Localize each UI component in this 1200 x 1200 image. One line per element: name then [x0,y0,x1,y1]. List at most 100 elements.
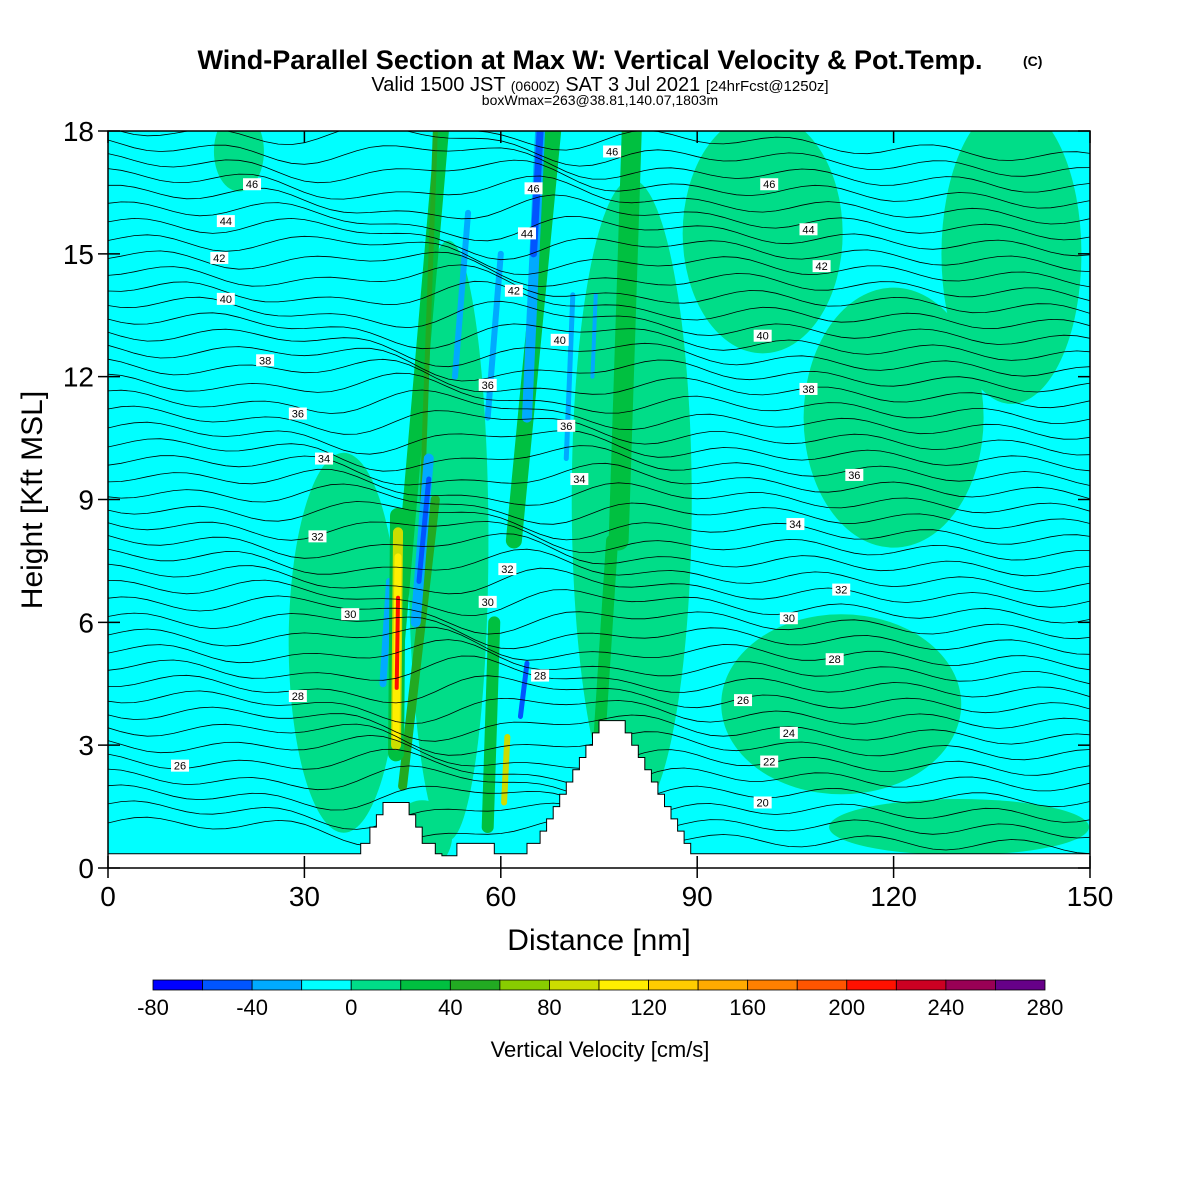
isentrope-line [108,250,1090,302]
svg-text:46: 46 [527,183,539,195]
svg-text:36: 36 [560,421,572,433]
isentrope-line [108,264,1090,314]
subtitle-zulu: (0600Z) [511,78,560,94]
colorbar-swatch [895,979,947,991]
svg-text:30: 30 [783,613,795,625]
w-downdraft [451,209,472,380]
subtitle-date: SAT 3 Jul 2021 [565,74,700,96]
isentrope-line [108,548,1090,593]
isentrope-label: 36 [557,419,576,433]
isentrope-line [108,234,1090,288]
isentrope-line [108,706,1090,745]
w-downdraft [416,476,432,584]
svg-text:32: 32 [501,564,513,576]
svg-text:30: 30 [482,597,494,609]
svg-text:44: 44 [521,228,533,240]
svg-text:40: 40 [554,335,566,347]
x-tick-label: 60 [485,881,516,912]
isentrope-line [108,501,1090,545]
svg-text:28: 28 [292,691,304,703]
svg-text:34: 34 [573,474,585,486]
colorbar-swatch [202,979,253,991]
colorbar-tick-label: 40 [438,995,462,1020]
svg-text:26: 26 [737,695,749,707]
isentrope-labels: 26 28 30 32 34 36 38 40 42 44 46 28 30 32 36 34 36 40 42 44… [171,145,864,809]
svg-text:24: 24 [783,728,795,740]
isentrope-label: 30 [779,612,798,625]
chart-title: Wind-Parallel Section at Max W: Vertical… [198,45,983,75]
svg-text:46: 46 [606,146,618,158]
isentrope-line [108,217,1090,272]
svg-text:44: 44 [802,224,814,236]
isentrope-line [108,655,1090,698]
colorbar-tick-label: 280 [1027,995,1064,1020]
isentrope-line [108,468,1090,514]
colorbar: -80 -40 0 40 80 120 160 200 240 280 [137,979,1064,1020]
svg-text:40: 40 [757,331,769,343]
isentrope-label: 36 [478,378,497,392]
colorbar-swatch [152,979,203,991]
isentrope-line [108,296,1090,345]
box-note: boxWmax=263@38.81,140.07,1803m [482,92,718,108]
w-area [721,614,962,795]
isentrope-line [108,312,1090,361]
svg-text:40: 40 [220,294,232,306]
isentrope-lines [108,131,1090,854]
svg-text:34: 34 [789,519,801,531]
svg-text:38: 38 [802,384,814,396]
isentrope-label: 38 [256,354,275,367]
isentrope-label: 44 [517,227,536,240]
isentrope-line [108,153,1090,209]
isentrope-line [108,201,1090,257]
isentrope-label: 24 [779,726,798,740]
isentrope-line [108,533,1090,577]
plot-area: 26 28 30 32 34 36 38 40 42 44 46 28 30 32 36 34 36 40 42 44… [108,131,1090,868]
vertical-velocity-field [213,131,1090,868]
colorbar-tick-label: 160 [729,995,766,1020]
colorbar-swatch [449,979,501,991]
w-area [941,131,1082,404]
isentrope-label: 28 [825,653,844,666]
isentrope-label: 32 [832,583,851,597]
svg-text:44: 44 [220,216,232,228]
colorbar-swatch [598,979,649,991]
isentrope-label: 32 [498,563,517,576]
isentrope-line [108,563,1090,608]
x-tick-label: 90 [682,881,713,912]
isentrope-line [108,184,1090,241]
colorbar-swatch [549,979,600,991]
isentrope-label: 30 [341,608,360,621]
isentrope-label: 32 [308,530,327,543]
colorbar-swatch [747,979,798,991]
y-tick-label: 18 [63,116,94,147]
isentrope-label: 42 [812,260,831,273]
chart-title-unit: (C) [1023,53,1042,69]
subtitle-valid: Valid 1500 JST [371,74,505,96]
colorbar-tick-label: 200 [828,995,865,1020]
colorbar-swatch [945,979,996,991]
colorbar-swatch [846,979,897,991]
svg-text:28: 28 [534,671,546,683]
isentrope-label: 20 [753,796,772,809]
svg-text:22: 22 [763,757,775,769]
isentrope-line [108,674,1090,714]
colorbar-swatch [648,979,699,991]
svg-text:30: 30 [344,609,356,621]
isentrope-line [108,438,1090,486]
svg-text:42: 42 [815,261,827,273]
isentrope-label: 42 [504,284,523,298]
w-core [501,733,511,806]
isentrope-label: 34 [315,452,334,466]
x-axis-label: Distance [nm] [507,924,690,957]
y-tick-label: 6 [78,607,94,638]
isentrope-label: 22 [760,755,779,769]
w-streak [608,131,642,551]
subtitle-forecast: [24hrFcst@1250z] [706,78,829,95]
isentrope-label: 46 [524,182,543,195]
svg-text:20: 20 [757,797,769,809]
w-area [829,799,1090,856]
svg-text:36: 36 [292,409,304,421]
colorbar-tick-label: 80 [537,995,561,1020]
isentrope-line [108,372,1090,424]
